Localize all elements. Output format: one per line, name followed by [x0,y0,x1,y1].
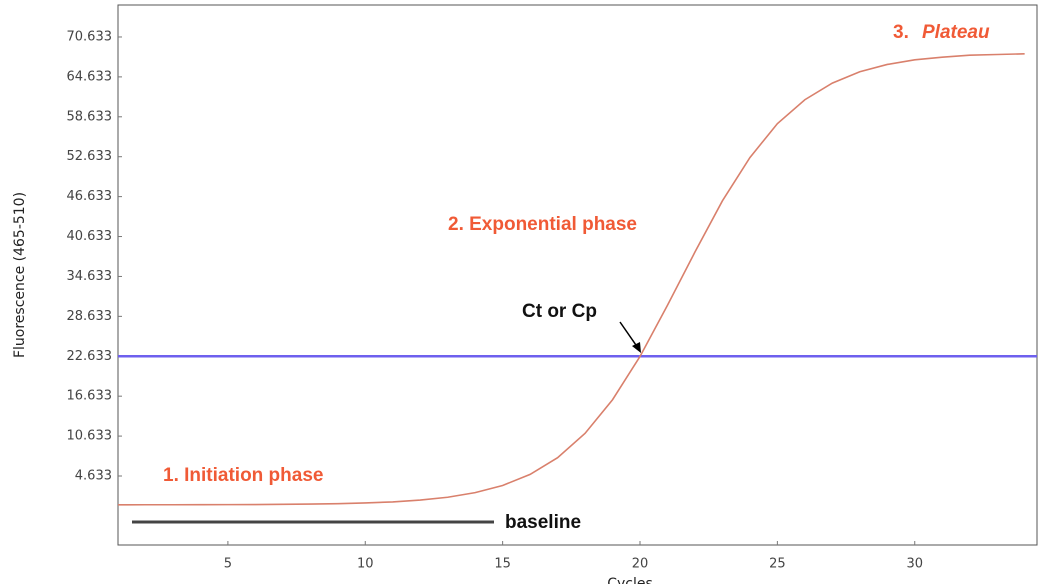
x-tick-label: 30 [906,557,923,572]
x-tick-label: 10 [357,557,374,572]
plot-frame [117,4,1038,546]
y-tick-label: 28.633 [67,309,113,324]
y-tick-label: 40.633 [67,229,113,244]
annotation-plateau: Plateau [922,22,990,43]
marks: 4.633 10.633 16.633 22.633 28.633 34.633 40.63… [67,29,1037,572]
y-tick-label: 4.633 [75,469,112,484]
y-tick-label: 46.633 [67,189,113,204]
x-tick-label: 20 [632,557,649,572]
y-tick-label: 52.633 [67,149,113,164]
x-axis-label: Cycles [607,576,653,584]
annotation-exponential: 2. Exponential phase [448,214,637,235]
y-tick-label: 16.633 [67,389,113,404]
x-tick-label: 15 [494,557,511,572]
y-tick-label: 58.633 [67,109,113,124]
ct-arrowhead [632,342,641,353]
annotation-ct: Ct or Cp [522,301,597,322]
y-tick-label: 34.633 [67,269,113,284]
y-axis-label: Fluorescence (465-510) [12,192,28,358]
y-tick-label: 10.633 [67,429,113,444]
y-tick-label: 70.633 [67,29,113,44]
annotation-baseline: baseline [505,512,581,533]
y-tick-label: 22.633 [67,349,113,364]
x-tick-label: 25 [769,557,786,572]
annotation-initiation: 1. Initiation phase [163,465,323,486]
x-tick-label: 5 [224,557,232,572]
annotation-plateau-number: 3. [893,22,909,43]
amplification-curve [117,53,1025,506]
ct-arrow [619,321,639,349]
y-tick-label: 64.633 [67,69,113,84]
